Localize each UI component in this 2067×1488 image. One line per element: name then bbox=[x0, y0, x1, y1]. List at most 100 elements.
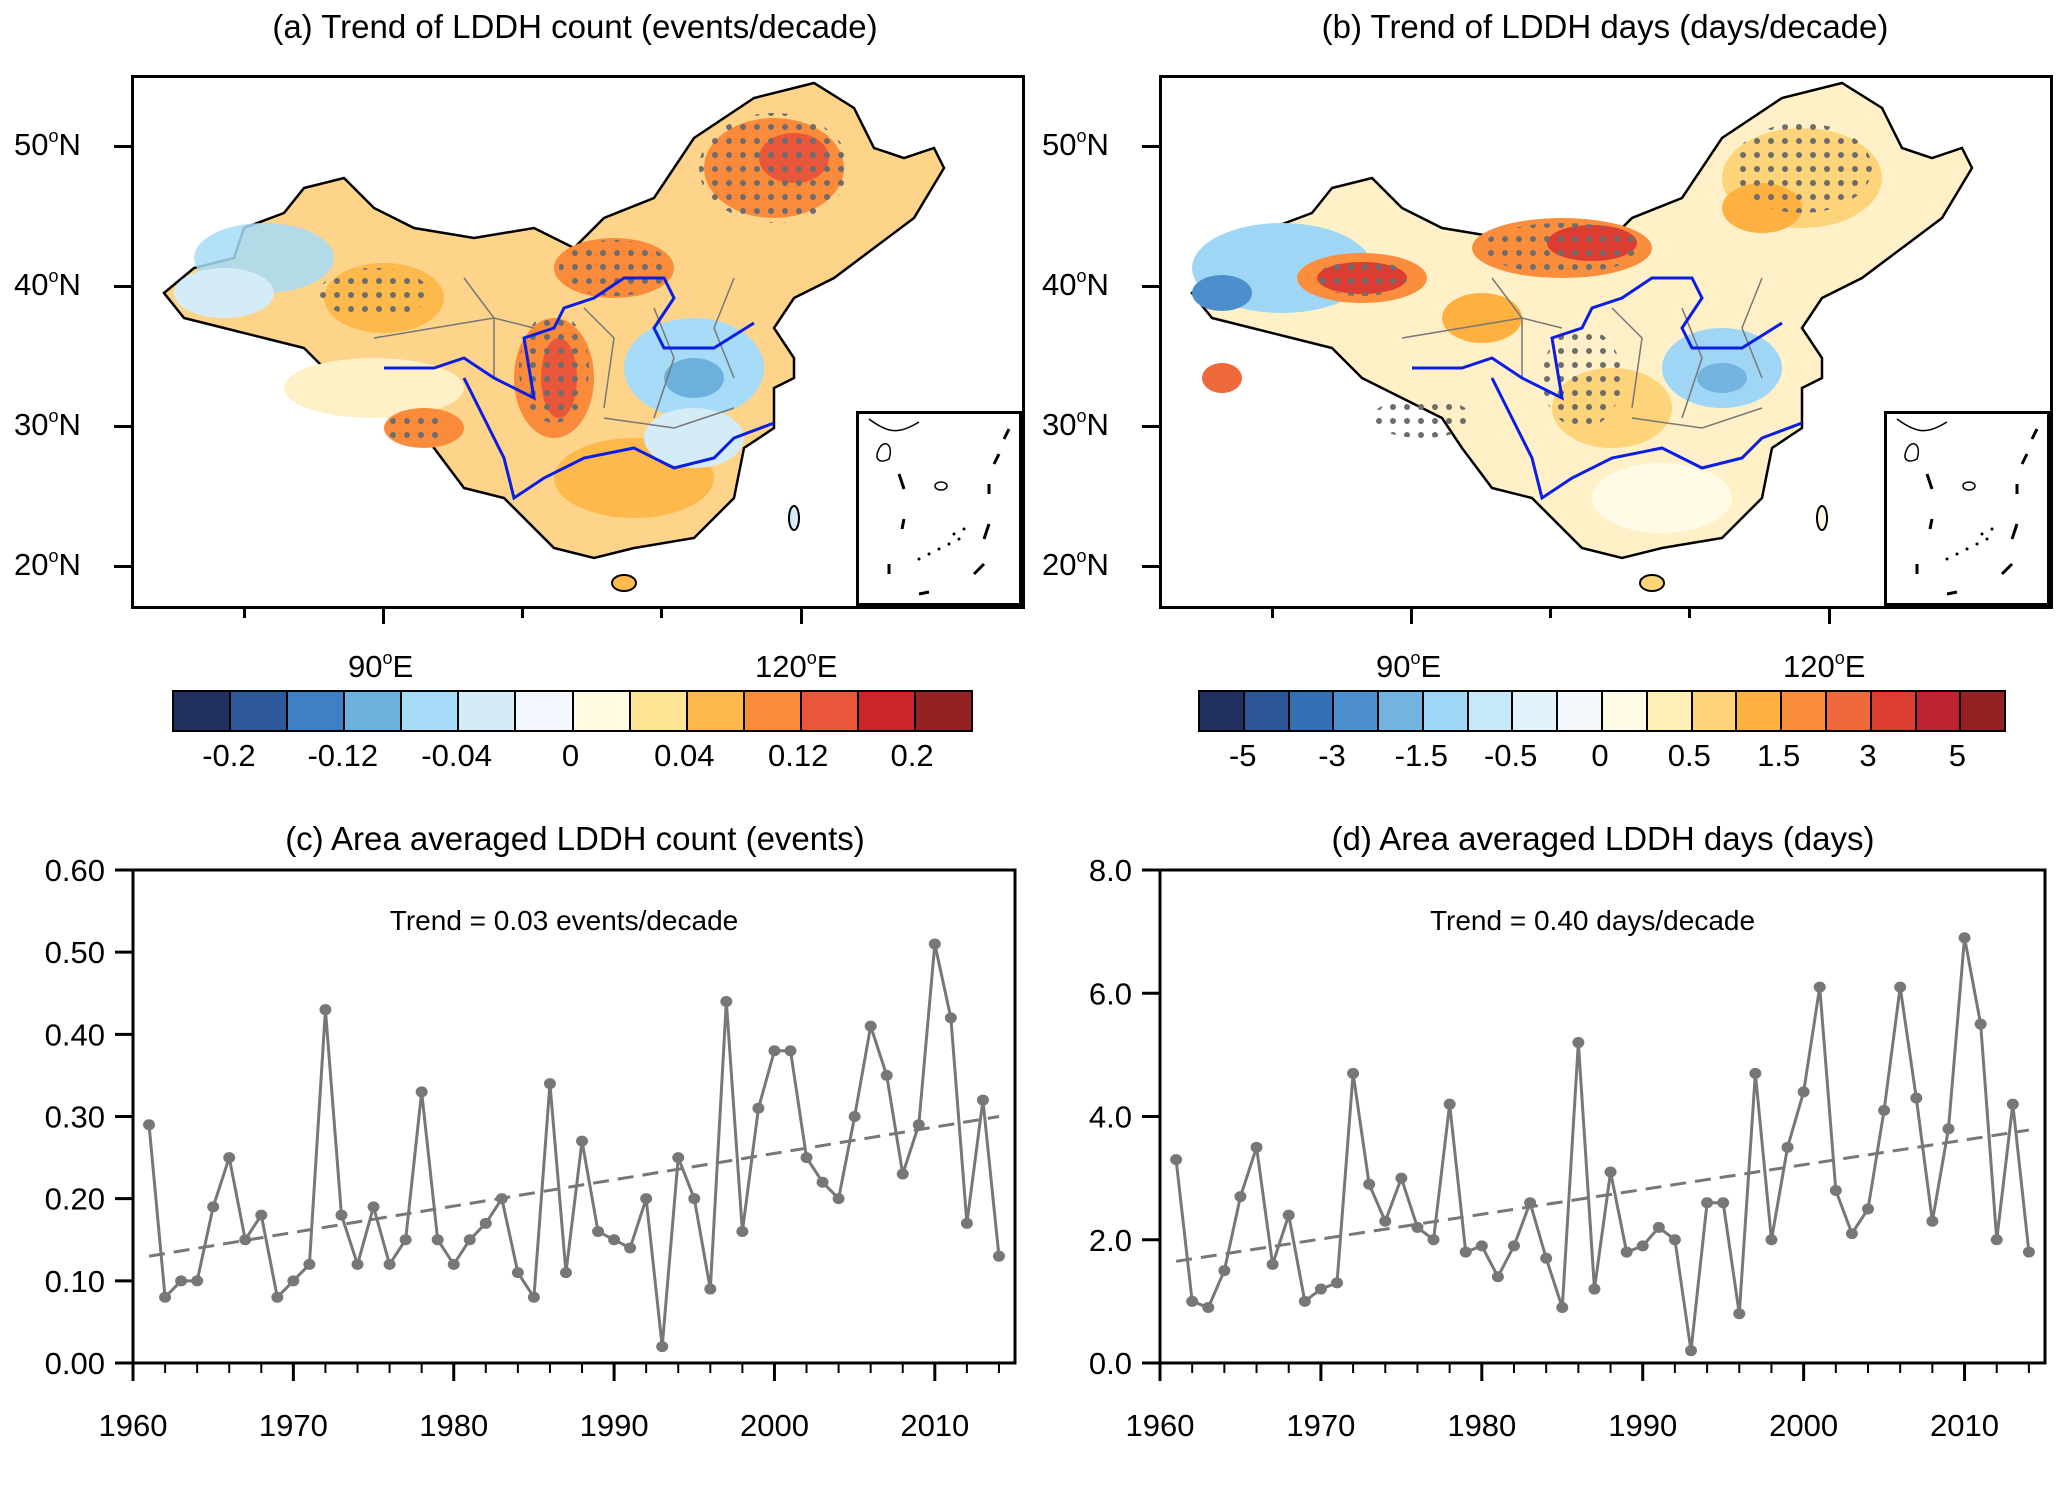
data-point bbox=[143, 1119, 156, 1131]
colorbar-tick-label: 0.2 bbox=[890, 738, 934, 773]
series-line bbox=[1174, 937, 2031, 1351]
panel-b-lat-tick bbox=[1142, 145, 1160, 148]
data-point bbox=[848, 1111, 861, 1122]
colorbar-tick-label: 0.12 bbox=[768, 738, 829, 773]
panel-a-lat-tick bbox=[114, 565, 132, 568]
colorbar-tick-label: 0.04 bbox=[654, 738, 715, 773]
data-point bbox=[1331, 1277, 1343, 1289]
data-point bbox=[1668, 1234, 1681, 1246]
colorbar-tick-label: 0 bbox=[561, 738, 580, 773]
data-point bbox=[335, 1209, 348, 1221]
data-point bbox=[1652, 1221, 1665, 1233]
y-tick-label: 8.0 bbox=[1089, 853, 1132, 888]
data-point bbox=[1395, 1172, 1408, 1184]
data-point bbox=[688, 1193, 701, 1205]
panel-a-lon-tick bbox=[382, 606, 385, 624]
colorbar-swatch bbox=[459, 692, 517, 730]
panel-c-title: (c) Area averaged LDDH count (events) bbox=[285, 820, 865, 857]
x-tick-label: 2010 bbox=[1930, 1408, 1999, 1443]
colorbar-tick-label: 3 bbox=[1859, 738, 1877, 773]
panel-b-lon-label-90: 90oE bbox=[1376, 648, 1442, 684]
panel-a-title: (a) Trend of LDDH count (events/decade) bbox=[272, 8, 878, 45]
x-tick-label: 1970 bbox=[1286, 1408, 1355, 1443]
trend-line bbox=[1175, 1128, 2030, 1263]
colorbar-tick-label: 0.5 bbox=[1667, 738, 1711, 773]
colorbar-swatch bbox=[1244, 692, 1290, 730]
panel-b-lon-tick bbox=[1271, 606, 1274, 618]
panel-a-lat-tick bbox=[114, 425, 132, 428]
data-point bbox=[592, 1226, 605, 1238]
data-point bbox=[880, 1069, 893, 1081]
panel-a-lon-tick bbox=[660, 606, 663, 618]
data-point bbox=[1170, 1154, 1183, 1166]
plot-frame-d bbox=[1158, 868, 2047, 1365]
data-point bbox=[800, 1152, 813, 1164]
data-point bbox=[1508, 1240, 1520, 1252]
data-point bbox=[896, 1168, 909, 1180]
colorbar-swatch bbox=[1513, 692, 1559, 730]
colorbar-swatch bbox=[1961, 692, 2005, 730]
y-tick-label: 4.0 bbox=[1089, 1100, 1132, 1135]
data-point bbox=[960, 1217, 973, 1229]
colorbar-swatch bbox=[1782, 692, 1827, 730]
data-point bbox=[1781, 1141, 1794, 1153]
data-point bbox=[1942, 1123, 1955, 1135]
data-point bbox=[1894, 981, 1907, 993]
colorbar-tick-label: 0 bbox=[1591, 738, 1609, 773]
colorbar-swatch bbox=[1334, 692, 1380, 730]
data-point bbox=[1314, 1283, 1327, 1295]
data-point bbox=[832, 1193, 845, 1205]
data-point bbox=[784, 1045, 797, 1057]
data-point bbox=[431, 1234, 444, 1246]
data-point bbox=[1556, 1302, 1569, 1314]
panel-b-lat-label-50: 50oN bbox=[1042, 126, 1109, 162]
panel-b-lon-tick bbox=[1549, 606, 1552, 618]
data-point bbox=[576, 1135, 589, 1147]
colorbar-tick-label: 1.5 bbox=[1757, 738, 1801, 773]
trend-annotation: Trend = 0.40 days/decade bbox=[1430, 905, 1755, 936]
colorbar-swatch bbox=[916, 692, 972, 730]
data-point bbox=[239, 1234, 252, 1246]
colorbar-swatch bbox=[516, 692, 574, 730]
panel-b-title: (b) Trend of LDDH days (days/decade) bbox=[1321, 8, 1889, 45]
data-point bbox=[383, 1258, 396, 1270]
x-tick-label: 2010 bbox=[900, 1408, 969, 1443]
data-point bbox=[704, 1283, 717, 1295]
data-point bbox=[1234, 1191, 1247, 1203]
data-point bbox=[159, 1291, 172, 1303]
panel-a-colorbar bbox=[172, 690, 973, 732]
panel-b-lat-label-40: 40oN bbox=[1042, 266, 1109, 302]
data-point bbox=[1604, 1166, 1617, 1178]
panel-a-lon-label-120: 120oE bbox=[755, 648, 838, 684]
data-point bbox=[1218, 1265, 1231, 1277]
data-point bbox=[1459, 1246, 1472, 1258]
colorbar-swatch bbox=[345, 692, 403, 730]
panel-a-map bbox=[131, 75, 1025, 609]
data-point bbox=[672, 1152, 685, 1164]
data-point bbox=[992, 1250, 1005, 1262]
colorbar-swatch bbox=[687, 692, 745, 730]
data-point bbox=[1765, 1234, 1778, 1246]
panel-a-china-map bbox=[162, 81, 946, 592]
data-point bbox=[1990, 1234, 2003, 1246]
panel-b-lon-tick bbox=[1410, 606, 1413, 624]
data-point bbox=[928, 938, 941, 950]
data-point bbox=[1411, 1221, 1424, 1233]
data-point bbox=[1926, 1215, 1939, 1227]
data-point bbox=[752, 1102, 765, 1114]
panel-a-lat-tick bbox=[114, 145, 132, 148]
colorbar-swatch bbox=[1289, 692, 1335, 730]
x-tick-label: 1970 bbox=[259, 1408, 328, 1443]
data-point bbox=[1298, 1295, 1311, 1307]
panel-b-lat-tick bbox=[1142, 565, 1160, 568]
data-point bbox=[271, 1291, 284, 1303]
panel-a-lat-label-50: 50oN bbox=[14, 126, 81, 162]
data-point bbox=[351, 1258, 364, 1270]
data-point bbox=[640, 1193, 653, 1205]
data-point bbox=[1363, 1178, 1376, 1190]
data-point bbox=[1266, 1258, 1279, 1270]
panel-a-lat-tick bbox=[114, 285, 132, 288]
y-tick-label: 0.10 bbox=[45, 1264, 105, 1299]
data-point bbox=[255, 1209, 268, 1221]
colorbar-swatch bbox=[1692, 692, 1738, 730]
